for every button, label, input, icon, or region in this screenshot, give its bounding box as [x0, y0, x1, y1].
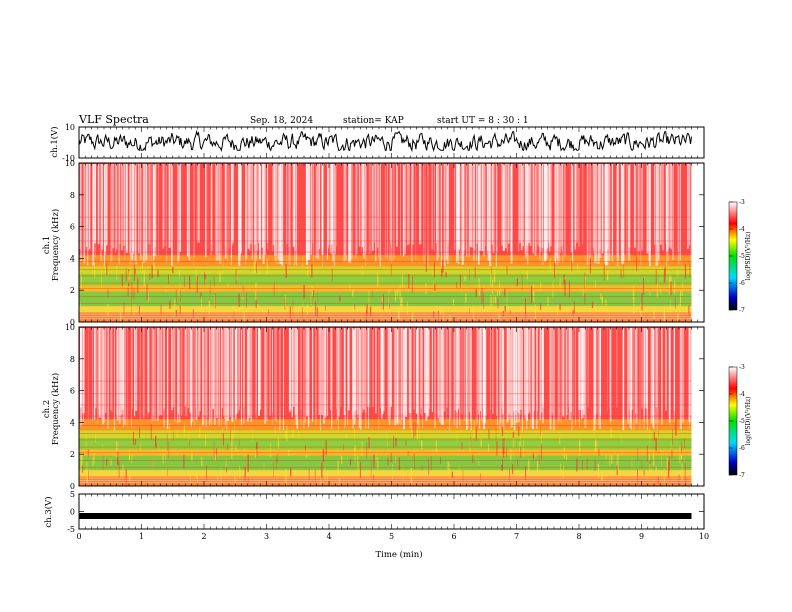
ch2-spectrogram-no-data [691, 327, 704, 486]
ch3-waveform-panel: 50-50 1 2 3 4 5 6 7 8 9 10 [67, 490, 709, 541]
ch1-spectrogram-ytick: 2 [70, 286, 75, 295]
date-label: Sep. 18, 2024 [250, 116, 313, 126]
ch2-spectrogram-band [79, 455, 692, 471]
ch3-ylabel: ch.3(V) [43, 496, 54, 527]
ch1-waveform-ytick: -10 [62, 154, 75, 163]
ch2-spectrogram-ytick: 0 [70, 482, 75, 491]
ch1-spectrogram-ytick: 8 [70, 191, 75, 200]
ch1-waveform-ytick: 10 [65, 123, 75, 132]
ch3-waveform-ytick: 5 [70, 490, 75, 499]
ch1-ylabel: ch.1(V) [49, 126, 60, 157]
ch3-waveform-trace [79, 513, 692, 519]
station-label: station= KAP [343, 116, 404, 126]
ch2-spectrogram-band [79, 470, 692, 477]
x-tick-label: 9 [639, 532, 644, 541]
ch2-spectrogram-band [79, 476, 692, 486]
ch1-spectrogram-band [79, 266, 692, 275]
x-tick-label: 2 [201, 532, 206, 541]
x-tick-label: 7 [514, 532, 519, 541]
ch1-spectrogram-ytick: 0 [70, 318, 75, 327]
ch1-spectrogram-ytick: 10 [65, 159, 75, 168]
ch1-spectrogram-colorbar-tick: -6 [739, 280, 745, 287]
ch2-spectrogram-band [79, 438, 692, 450]
figure-title: VLF Spectra [78, 113, 149, 126]
ch2-spectrogram-colorbar-tick: -5 [739, 418, 745, 425]
ch2-spectrogram-colorbar-tick: -3 [739, 364, 745, 371]
ch1-colorbar-label: log(PSD)(V²/Hz) [745, 232, 752, 281]
ch3-waveform-frame [78, 493, 705, 530]
ch1-spec-ylabel-line2: Frequency (kHz) [50, 209, 61, 281]
ch2-colorbar-label: log(PSD)(V²/Hz) [745, 397, 752, 446]
ch1-spectrogram-no-data [691, 163, 704, 322]
x-tick-label: 10 [699, 532, 709, 541]
ch1-spectrogram-band [79, 312, 692, 322]
ch1-spectrogram-band [79, 306, 692, 313]
ch3-waveform-ytick: 0 [70, 508, 75, 517]
x-tick-label: 5 [389, 532, 394, 541]
ch2-spectrogram-panel: 0 2 4 6 8 10 [65, 323, 705, 491]
ch1-spectrogram-ytick: 4 [70, 254, 75, 263]
x-tick-label: 3 [264, 532, 269, 541]
ch2-spectrogram-colorbar-tick: -4 [739, 391, 745, 398]
ch1-spectrogram-colorbar-tick: -5 [739, 253, 745, 260]
ch1-spectrogram-band [79, 274, 692, 286]
ch2-spectrogram-colorbar-tick: -6 [739, 445, 745, 452]
ch2-spectrogram-ytick: 6 [70, 387, 75, 396]
ch2-spectrogram-band [79, 419, 692, 431]
ch1-waveform-panel: 10 -10 [62, 123, 705, 163]
ch1-spectrogram-colorbar-tick: -3 [739, 199, 745, 206]
start-time-label: start UT = 8 : 30 : 1 [437, 116, 529, 126]
x-tick-label: 1 [139, 532, 144, 541]
x-tick-label: 8 [576, 532, 581, 541]
x-axis-label: Time (min) [375, 549, 422, 560]
ch1-colorbar: log(PSD)(V²/Hz) -3 -4 -5 -6 -7 [728, 199, 752, 314]
x-tick-label: 6 [451, 532, 456, 541]
ch1-spectrogram-band [79, 291, 692, 307]
ch1-spectrogram-panel: 0 2 4 6 8 10 [65, 159, 705, 327]
ch2-spectrogram-ytick: 10 [65, 323, 75, 332]
ch2-spectrogram-ytick: 4 [70, 418, 75, 427]
ch2-spec-ylabel-line2: Frequency (kHz) [50, 373, 61, 445]
x-tick-label: 4 [326, 532, 331, 541]
ch1-spectrogram-colorbar-tick: -7 [739, 307, 745, 314]
ch2-spectrogram-band [79, 430, 692, 439]
x-tick-label: 0 [76, 532, 81, 541]
ch1-spec-ylabel-line1: ch.1 [42, 236, 52, 254]
ch1-waveform-line [78, 129, 692, 153]
ch2-spectrogram-ytick: 8 [70, 355, 75, 364]
ch1-spectrogram-ytick: 6 [70, 223, 75, 232]
ch2-spectrogram-ytick: 2 [70, 450, 75, 459]
ch2-spec-ylabel-line1: ch.2 [42, 400, 52, 418]
ch1-spectrogram-colorbar-tick: -4 [739, 226, 745, 233]
ch2-colorbar: log(PSD)(V²/Hz) -3 -4 -5 -6 -7 [728, 364, 752, 479]
ch2-spectrogram-colorbar-tick: -7 [739, 472, 745, 479]
ch1-spectrogram-band [79, 255, 692, 267]
ch3-waveform-ytick: -5 [67, 525, 75, 534]
